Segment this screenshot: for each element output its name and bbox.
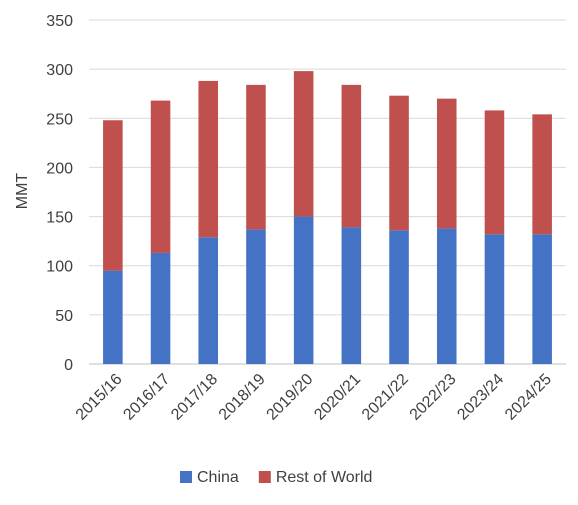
legend-label-rest-of-world: Rest of World — [276, 469, 373, 486]
bar-china — [103, 270, 123, 364]
x-axis-ticks: 2015/162016/172017/182018/192019/202020/… — [73, 371, 555, 424]
bar-china — [436, 228, 457, 364]
legend-label-china: China — [197, 469, 239, 486]
y-tick-label: 300 — [46, 62, 73, 79]
x-tick-label: 2017/18 — [168, 371, 221, 424]
bar-china — [246, 229, 266, 364]
y-tick-label: 250 — [46, 111, 73, 128]
x-tick-label: 2022/23 — [407, 371, 460, 424]
bar-rest-of-world — [103, 120, 123, 271]
y-tick-label: 150 — [46, 210, 73, 227]
bar-rest-of-world — [389, 95, 409, 231]
bar-rest-of-world — [246, 84, 266, 230]
y-tick-label: 50 — [55, 308, 73, 325]
x-tick-label: 2021/22 — [359, 371, 412, 424]
y-axis-title: MMT — [14, 173, 31, 210]
bar-china — [484, 234, 505, 364]
legend-swatch-rest-of-world — [258, 471, 271, 483]
y-tick-label: 100 — [46, 259, 73, 276]
bar-rest-of-world — [150, 100, 171, 253]
y-tick-label: 350 — [46, 13, 73, 30]
bar-china — [341, 227, 362, 364]
y-axis-ticks: 0 50 100 150 200 250 300 350 — [46, 13, 73, 374]
x-tick-label: 2024/25 — [502, 371, 555, 424]
y-tick-label: 0 — [64, 357, 73, 374]
bar-china — [532, 234, 552, 364]
legend: China Rest of World — [180, 469, 372, 486]
bar-rest-of-world — [198, 80, 219, 238]
bar-rest-of-world — [532, 114, 552, 235]
bar-china — [150, 252, 171, 364]
bar-china — [198, 237, 219, 364]
bar-china — [389, 230, 409, 364]
x-tick-label: 2019/20 — [264, 371, 317, 424]
bar-rest-of-world — [293, 71, 314, 217]
bars — [103, 71, 552, 364]
bar-china — [293, 216, 314, 364]
x-tick-label: 2016/17 — [120, 371, 173, 424]
x-tick-label: 2020/21 — [311, 371, 364, 424]
legend-swatch-china — [180, 471, 192, 483]
x-tick-label: 2015/16 — [73, 371, 126, 424]
bar-rest-of-world — [484, 110, 505, 235]
x-tick-label: 2018/19 — [216, 371, 269, 424]
bar-rest-of-world — [341, 84, 362, 228]
bar-rest-of-world — [436, 98, 457, 229]
x-tick-label: 2023/24 — [454, 371, 507, 424]
y-tick-label: 200 — [46, 160, 73, 177]
